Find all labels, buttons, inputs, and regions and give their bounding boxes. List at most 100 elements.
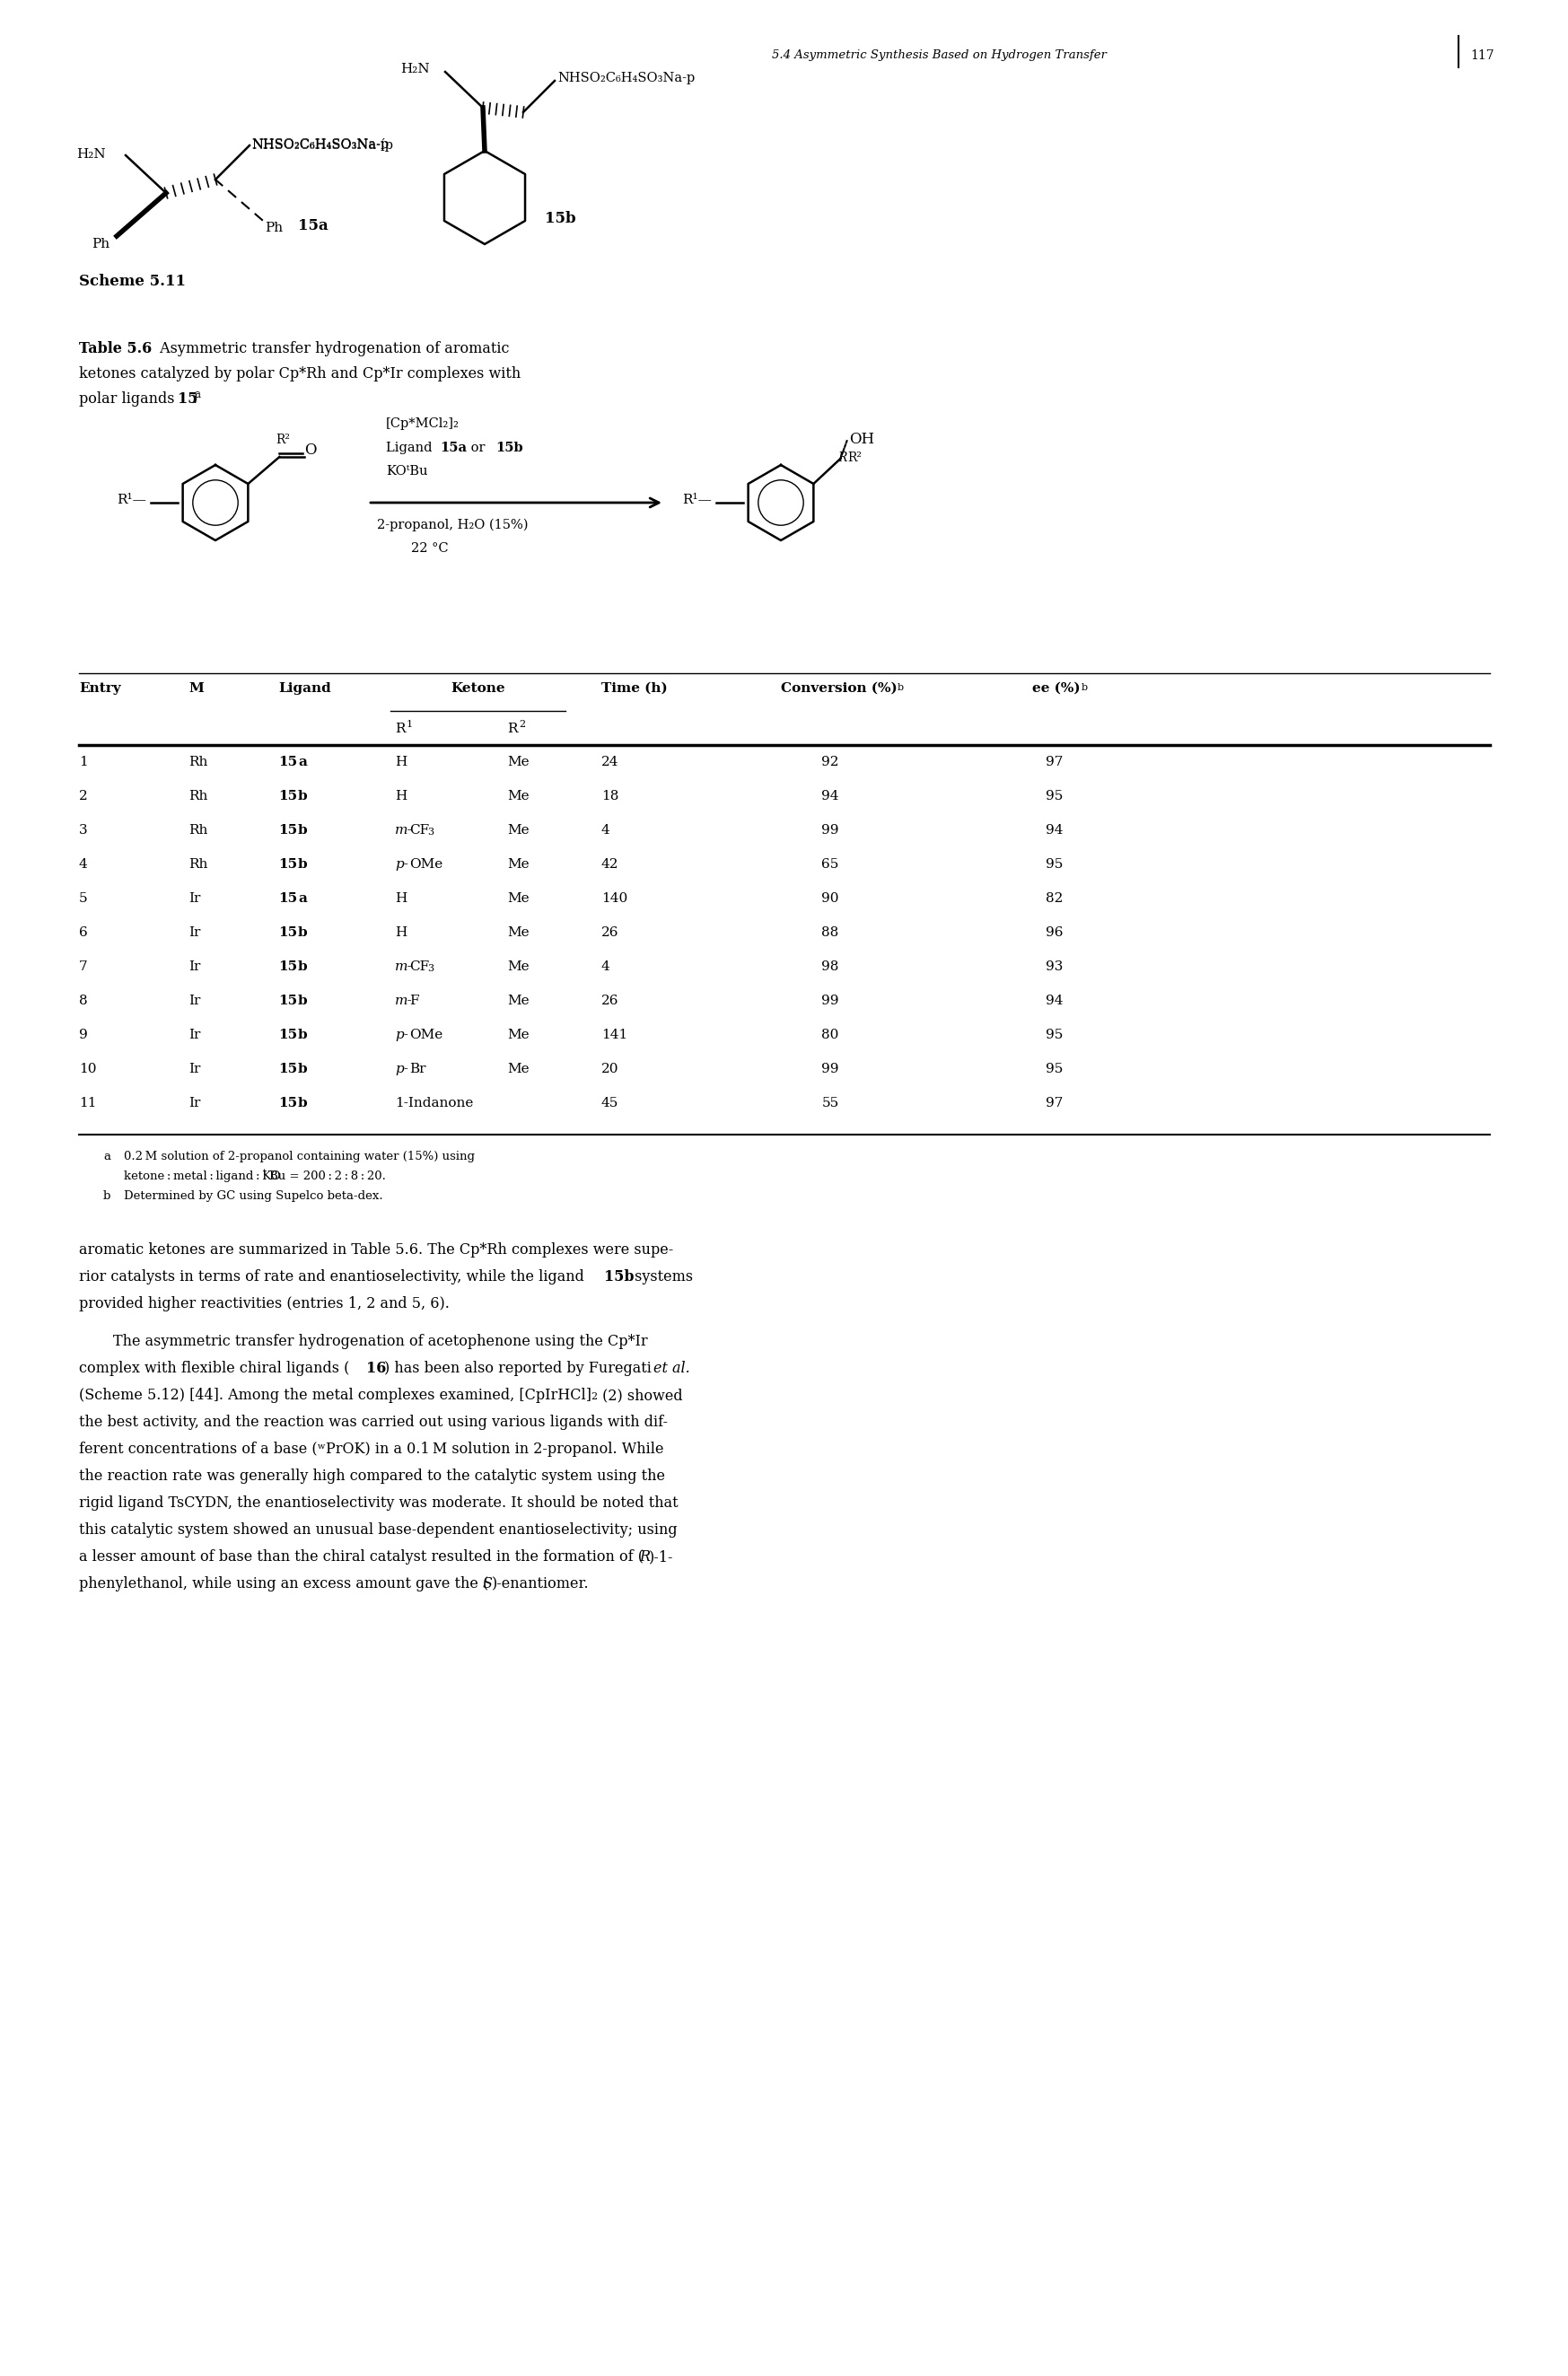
Text: R: R	[395, 722, 405, 734]
Text: b: b	[1082, 682, 1088, 691]
Text: [Cp*MCl₂]₂: [Cp*MCl₂]₂	[386, 418, 459, 430]
Text: 95: 95	[1046, 858, 1063, 870]
Text: Ir: Ir	[188, 960, 201, 974]
Text: OMe: OMe	[409, 858, 442, 870]
Text: Ir: Ir	[188, 893, 201, 905]
Text: 97: 97	[1046, 1098, 1063, 1110]
Text: b: b	[298, 996, 307, 1007]
Text: OH: OH	[850, 432, 875, 447]
Text: this catalytic system showed an unusual base-dependent enantioselectivity; using: this catalytic system showed an unusual …	[78, 1523, 677, 1537]
Text: 24: 24	[602, 756, 619, 767]
Text: 80: 80	[822, 1029, 839, 1041]
Text: Ketone: Ketone	[450, 682, 505, 694]
Text: p-: p-	[395, 1062, 408, 1076]
Text: b: b	[103, 1190, 111, 1202]
Text: rior catalysts in terms of rate and enantioselectivity, while the ligand: rior catalysts in terms of rate and enan…	[78, 1269, 590, 1285]
Text: 99: 99	[822, 996, 839, 1007]
Text: 15: 15	[278, 858, 298, 870]
Text: R: R	[837, 451, 847, 463]
Text: 4: 4	[602, 824, 610, 836]
Text: 3: 3	[426, 965, 434, 974]
Text: m-: m-	[395, 960, 412, 974]
Text: complex with flexible chiral ligands (: complex with flexible chiral ligands (	[78, 1361, 350, 1376]
Text: 3: 3	[78, 824, 88, 836]
Text: 82: 82	[1046, 893, 1063, 905]
Text: CF: CF	[409, 960, 430, 974]
Text: 16: 16	[367, 1361, 386, 1376]
Text: 2-propanol, H₂O (15%): 2-propanol, H₂O (15%)	[376, 518, 528, 532]
Text: (2) showed: (2) showed	[597, 1388, 682, 1402]
Text: 99: 99	[822, 1062, 839, 1076]
Text: H: H	[395, 789, 406, 803]
Text: a: a	[194, 390, 201, 399]
Text: OMe: OMe	[409, 1029, 442, 1041]
Text: phenylethanol, while using an excess amount gave the (: phenylethanol, while using an excess amo…	[78, 1575, 489, 1592]
Text: 15b: 15b	[495, 442, 524, 454]
Text: )-enantiomer.: )-enantiomer.	[492, 1575, 590, 1592]
Text: F: F	[409, 996, 419, 1007]
Text: 15b: 15b	[544, 211, 575, 226]
Text: 15: 15	[278, 996, 298, 1007]
Text: 141: 141	[602, 1029, 627, 1041]
Text: 26: 26	[602, 927, 619, 939]
Text: 92: 92	[822, 756, 839, 767]
Text: Rh: Rh	[188, 858, 207, 870]
Text: 65: 65	[822, 858, 839, 870]
Text: 2: 2	[519, 720, 525, 729]
Text: R: R	[506, 722, 517, 734]
Text: t: t	[263, 1169, 267, 1176]
Text: Entry: Entry	[78, 682, 121, 694]
Text: Me: Me	[506, 893, 530, 905]
Text: Me: Me	[506, 1062, 530, 1076]
Text: Conversion (%): Conversion (%)	[781, 682, 897, 694]
Text: provided higher reactivities (entries 1, 2 and 5, 6).: provided higher reactivities (entries 1,…	[78, 1297, 450, 1312]
Text: 1: 1	[78, 756, 88, 767]
Text: 15: 15	[278, 789, 298, 803]
Text: 95: 95	[1046, 1062, 1063, 1076]
Text: 15: 15	[278, 1098, 298, 1110]
Text: 5: 5	[78, 893, 88, 905]
Text: or: or	[467, 442, 489, 454]
Text: 96: 96	[1046, 927, 1063, 939]
Text: H: H	[395, 756, 406, 767]
Text: p-: p-	[395, 1029, 408, 1041]
Text: H₂N: H₂N	[77, 147, 105, 162]
Text: ferent concentrations of a base (ʷPrOK) in a 0.1 M solution in 2-propanol. While: ferent concentrations of a base (ʷPrOK) …	[78, 1442, 663, 1456]
Text: b: b	[298, 824, 307, 836]
Text: Bu = 200 : 2 : 8 : 20.: Bu = 200 : 2 : 8 : 20.	[270, 1171, 386, 1183]
Text: 20: 20	[602, 1062, 619, 1076]
Text: M: M	[188, 682, 204, 694]
Text: 55: 55	[822, 1098, 839, 1110]
Text: b: b	[298, 927, 307, 939]
Text: 99: 99	[822, 824, 839, 836]
Text: 26: 26	[602, 996, 619, 1007]
Text: 15b: 15b	[604, 1269, 633, 1285]
Text: a: a	[298, 893, 307, 905]
Text: p-: p-	[395, 858, 408, 870]
Text: b: b	[298, 1098, 307, 1110]
Text: Ir: Ir	[188, 1062, 201, 1076]
Text: 22 °C: 22 °C	[411, 542, 448, 554]
Text: R¹—: R¹—	[116, 494, 146, 506]
Text: (Scheme 5.12) [44]. Among the metal complexes examined, [CpIrHCl]: (Scheme 5.12) [44]. Among the metal comp…	[78, 1388, 591, 1402]
Text: NHSO₂C₆H₄SO₃Na-íp: NHSO₂C₆H₄SO₃Na-íp	[251, 138, 394, 152]
Text: b: b	[298, 1062, 307, 1076]
Text: Me: Me	[506, 960, 530, 974]
Text: 9: 9	[78, 1029, 88, 1041]
Text: Ir: Ir	[188, 996, 201, 1007]
Text: KOᵗBu: KOᵗBu	[386, 466, 428, 478]
Text: b: b	[298, 858, 307, 870]
Text: Br: Br	[409, 1062, 426, 1076]
Text: 3: 3	[426, 827, 434, 836]
Text: 5.4 Asymmetric Synthesis Based on Hydrogen Transfer: 5.4 Asymmetric Synthesis Based on Hydrog…	[771, 50, 1107, 62]
Text: 45: 45	[602, 1098, 619, 1110]
Text: rigid ligand TsCYDN, the enantioselectivity was moderate. It should be noted tha: rigid ligand TsCYDN, the enantioselectiv…	[78, 1495, 679, 1511]
Text: 95: 95	[1046, 1029, 1063, 1041]
Text: 2: 2	[591, 1392, 597, 1402]
Text: Ph: Ph	[91, 238, 110, 249]
Text: S: S	[483, 1575, 492, 1592]
Text: Determined by GC using Supelco beta-dex.: Determined by GC using Supelco beta-dex.	[124, 1190, 383, 1202]
Text: Ph: Ph	[265, 221, 282, 235]
Text: 6: 6	[78, 927, 88, 939]
Text: 15a: 15a	[439, 442, 467, 454]
